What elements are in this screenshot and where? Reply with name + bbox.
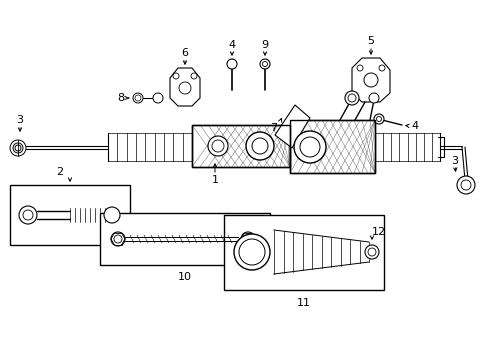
Circle shape <box>191 73 197 79</box>
Circle shape <box>363 73 377 87</box>
Circle shape <box>207 136 227 156</box>
Circle shape <box>367 248 375 256</box>
Text: 9: 9 <box>261 40 268 50</box>
Circle shape <box>10 140 26 156</box>
Circle shape <box>251 138 267 154</box>
Circle shape <box>23 210 33 220</box>
Circle shape <box>299 137 319 157</box>
Circle shape <box>368 93 378 103</box>
Circle shape <box>460 180 470 190</box>
Circle shape <box>345 91 358 105</box>
Text: 4: 4 <box>228 40 235 50</box>
Circle shape <box>153 93 163 103</box>
Circle shape <box>373 114 383 124</box>
Bar <box>192 125 289 167</box>
Text: 4: 4 <box>410 121 418 131</box>
Polygon shape <box>351 58 389 102</box>
Polygon shape <box>170 68 200 106</box>
Circle shape <box>234 234 269 270</box>
Circle shape <box>456 176 474 194</box>
Circle shape <box>19 206 37 224</box>
Bar <box>10 185 130 245</box>
Text: 10: 10 <box>178 272 192 282</box>
Circle shape <box>378 65 384 71</box>
Circle shape <box>347 94 355 102</box>
Text: 2: 2 <box>56 167 63 177</box>
Text: 8: 8 <box>117 93 124 103</box>
Text: 3: 3 <box>450 156 458 166</box>
Text: 5: 5 <box>367 36 374 46</box>
Bar <box>100 213 269 265</box>
Bar <box>289 120 374 173</box>
Circle shape <box>239 239 264 265</box>
Circle shape <box>13 143 23 153</box>
Circle shape <box>111 232 125 246</box>
Bar <box>289 120 374 173</box>
Circle shape <box>245 132 273 160</box>
Text: 11: 11 <box>296 298 310 308</box>
Text: 12: 12 <box>371 227 385 237</box>
Text: 1: 1 <box>211 175 218 185</box>
Circle shape <box>356 65 362 71</box>
Circle shape <box>241 232 254 246</box>
Circle shape <box>226 59 237 69</box>
Circle shape <box>293 131 325 163</box>
Polygon shape <box>274 105 309 148</box>
Text: 6: 6 <box>181 48 188 58</box>
Text: 3: 3 <box>17 115 23 125</box>
Circle shape <box>179 82 191 94</box>
Circle shape <box>262 62 267 67</box>
Text: 7: 7 <box>270 123 277 133</box>
Circle shape <box>173 73 179 79</box>
Circle shape <box>114 235 122 243</box>
Circle shape <box>212 140 224 152</box>
Circle shape <box>376 117 381 122</box>
Bar <box>192 125 289 167</box>
Circle shape <box>135 95 141 101</box>
Circle shape <box>15 145 21 151</box>
Circle shape <box>260 59 269 69</box>
Circle shape <box>133 93 142 103</box>
Circle shape <box>104 207 120 223</box>
Bar <box>224 215 383 290</box>
Circle shape <box>364 245 378 259</box>
